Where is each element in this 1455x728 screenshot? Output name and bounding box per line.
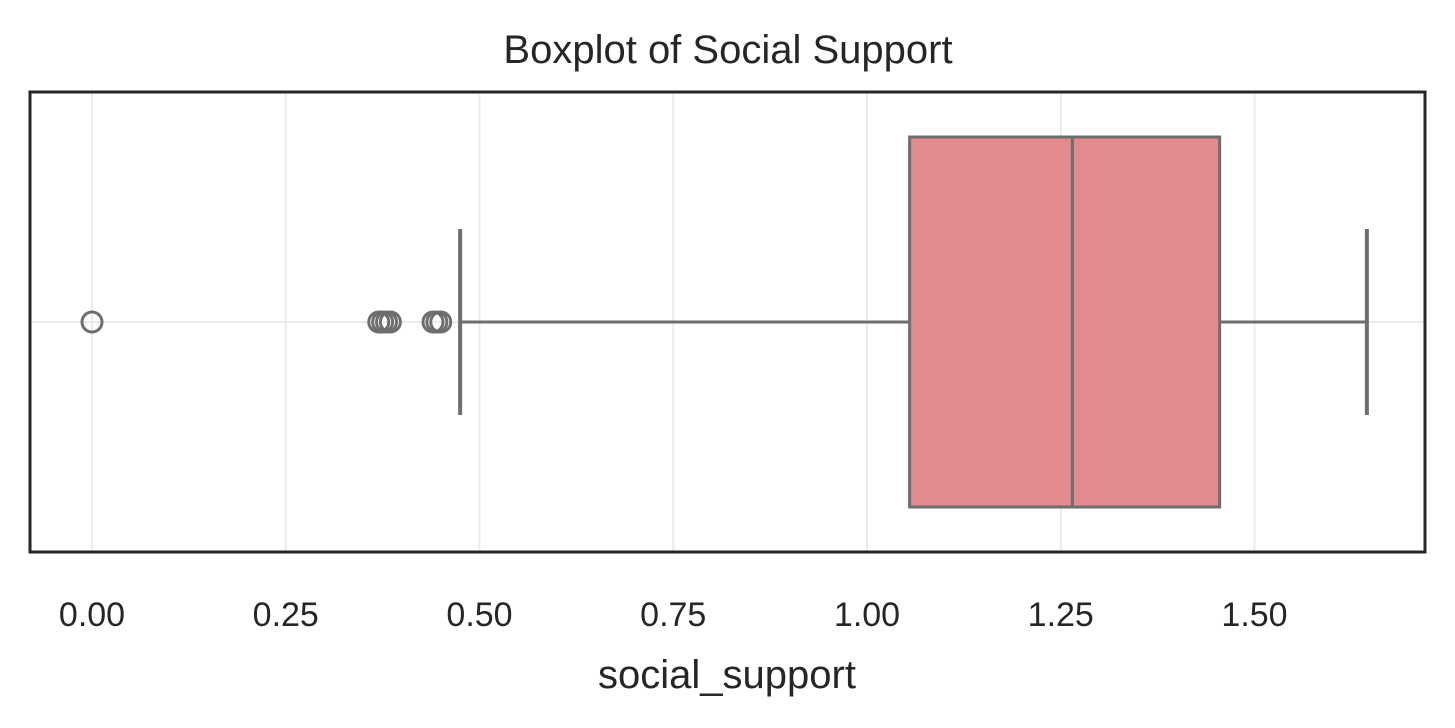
plot-frame — [28, 90, 1427, 554]
x-tick-label: 1.00 — [834, 596, 900, 634]
x-tick-label: 0.25 — [253, 596, 319, 634]
x-tick-label: 1.25 — [1028, 596, 1094, 634]
outlier-point — [80, 310, 104, 334]
outlier-point — [378, 310, 402, 334]
x-tick-label: 0.75 — [640, 596, 706, 634]
plot-area — [80, 135, 1369, 509]
outlier-point — [429, 310, 453, 334]
x-tick-label: 0.50 — [446, 596, 512, 634]
x-axis-ticks: 0.00 0.25 0.50 0.75 1.00 1.25 1.50 — [59, 596, 1288, 634]
iqr-box — [908, 135, 1222, 509]
x-axis-label: social_support — [598, 653, 856, 697]
chart-title: Boxplot of Social Support — [503, 28, 952, 72]
x-tick-label: 1.50 — [1221, 596, 1287, 634]
x-tick-label: 0.00 — [59, 596, 125, 634]
